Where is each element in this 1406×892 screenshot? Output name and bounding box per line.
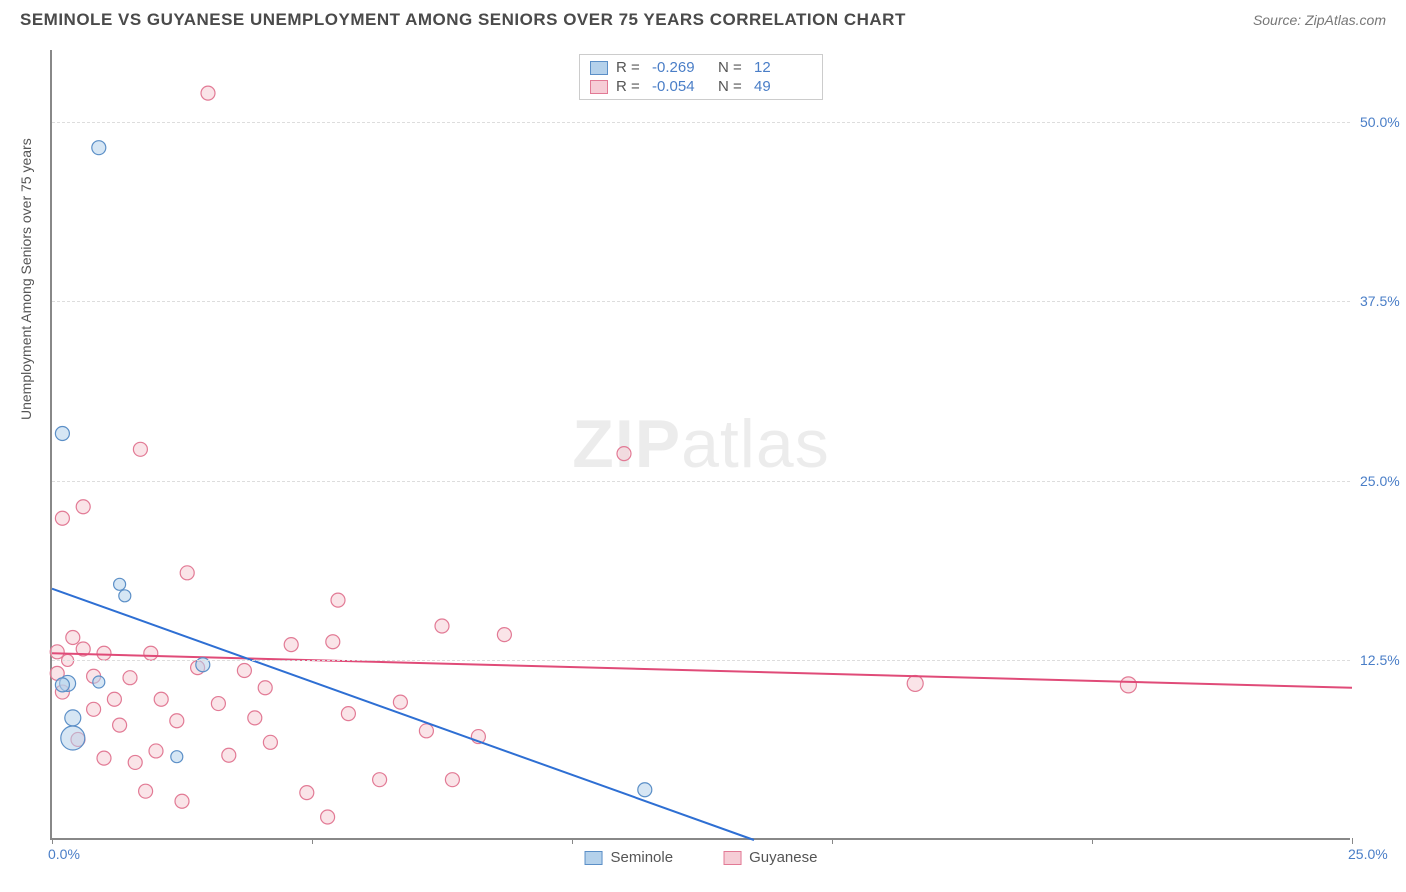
- data-point: [149, 744, 163, 758]
- data-point: [321, 810, 335, 824]
- data-point: [144, 646, 158, 660]
- data-point: [180, 566, 194, 580]
- data-point: [65, 710, 81, 726]
- data-point: [497, 628, 511, 642]
- gridline: [52, 122, 1350, 123]
- data-point: [907, 675, 923, 691]
- guyanese-swatch-icon: [723, 851, 741, 865]
- data-point: [419, 724, 433, 738]
- y-tick-label: 25.0%: [1360, 473, 1406, 489]
- n-label: N =: [718, 78, 746, 95]
- data-point: [175, 794, 189, 808]
- seminole-swatch-icon: [585, 851, 603, 865]
- x-tick-label: 0.0%: [48, 846, 80, 862]
- data-point: [258, 681, 272, 695]
- trend-line: [52, 589, 754, 840]
- data-point: [373, 773, 387, 787]
- x-tick: [1092, 838, 1093, 844]
- data-point: [171, 751, 183, 763]
- chart-plot-area: ZIPatlas R = -0.269 N = 12 R = -0.054 N …: [50, 50, 1350, 840]
- data-point: [55, 427, 69, 441]
- gridline: [52, 660, 1350, 661]
- data-point: [107, 692, 121, 706]
- r-label: R =: [616, 78, 644, 95]
- data-point: [263, 735, 277, 749]
- data-point: [55, 511, 69, 525]
- legend-row-guyanese: R = -0.054 N = 49: [590, 78, 812, 95]
- data-point: [201, 86, 215, 100]
- x-tick: [52, 838, 53, 844]
- series-legend: Seminole Guyanese: [585, 849, 818, 866]
- guyanese-n-value: 49: [754, 78, 812, 95]
- x-tick: [832, 838, 833, 844]
- data-point: [617, 447, 631, 461]
- data-point: [331, 593, 345, 607]
- data-point: [97, 646, 111, 660]
- data-point: [326, 635, 340, 649]
- seminole-swatch-icon: [590, 61, 608, 75]
- n-label: N =: [718, 59, 746, 76]
- data-point: [50, 645, 64, 659]
- seminole-r-value: -0.269: [652, 59, 710, 76]
- seminole-n-value: 12: [754, 59, 812, 76]
- data-point: [445, 773, 459, 787]
- x-tick: [1352, 838, 1353, 844]
- source-prefix: Source:: [1253, 12, 1305, 28]
- data-point: [114, 578, 126, 590]
- gridline: [52, 301, 1350, 302]
- guyanese-legend-label: Guyanese: [749, 849, 817, 866]
- data-point: [435, 619, 449, 633]
- data-point: [237, 664, 251, 678]
- y-axis-label: Unemployment Among Seniors over 75 years: [18, 138, 34, 420]
- data-point: [92, 141, 106, 155]
- data-point: [222, 748, 236, 762]
- data-point: [393, 695, 407, 709]
- data-point: [113, 718, 127, 732]
- data-point: [66, 630, 80, 644]
- page-title: SEMINOLE VS GUYANESE UNEMPLOYMENT AMONG …: [20, 10, 906, 30]
- data-point: [55, 678, 69, 692]
- y-tick-label: 12.5%: [1360, 652, 1406, 668]
- legend-item-seminole: Seminole: [585, 849, 674, 866]
- data-point: [154, 692, 168, 706]
- data-point: [341, 707, 355, 721]
- data-point: [87, 702, 101, 716]
- r-label: R =: [616, 59, 644, 76]
- data-point: [133, 442, 147, 456]
- scatter-svg: [52, 50, 1350, 838]
- data-point: [170, 714, 184, 728]
- data-point: [93, 676, 105, 688]
- data-point: [61, 726, 85, 750]
- data-point: [284, 638, 298, 652]
- data-point: [123, 671, 137, 685]
- data-point: [211, 697, 225, 711]
- data-point: [76, 500, 90, 514]
- source-citation: Source: ZipAtlas.com: [1253, 12, 1386, 28]
- legend-item-guyanese: Guyanese: [723, 849, 817, 866]
- seminole-legend-label: Seminole: [611, 849, 674, 866]
- data-point: [1120, 677, 1136, 693]
- source-name: ZipAtlas.com: [1305, 12, 1386, 28]
- data-point: [128, 755, 142, 769]
- correlation-legend: R = -0.269 N = 12 R = -0.054 N = 49: [579, 54, 823, 100]
- guyanese-swatch-icon: [590, 80, 608, 94]
- x-tick-label: 25.0%: [1348, 846, 1388, 862]
- guyanese-r-value: -0.054: [652, 78, 710, 95]
- data-point: [139, 784, 153, 798]
- y-tick-label: 37.5%: [1360, 293, 1406, 309]
- gridline: [52, 481, 1350, 482]
- x-tick: [312, 838, 313, 844]
- data-point: [97, 751, 111, 765]
- data-point: [300, 786, 314, 800]
- legend-row-seminole: R = -0.269 N = 12: [590, 59, 812, 76]
- data-point: [638, 783, 652, 797]
- data-point: [248, 711, 262, 725]
- y-tick-label: 50.0%: [1360, 114, 1406, 130]
- x-tick: [572, 838, 573, 844]
- data-point: [119, 590, 131, 602]
